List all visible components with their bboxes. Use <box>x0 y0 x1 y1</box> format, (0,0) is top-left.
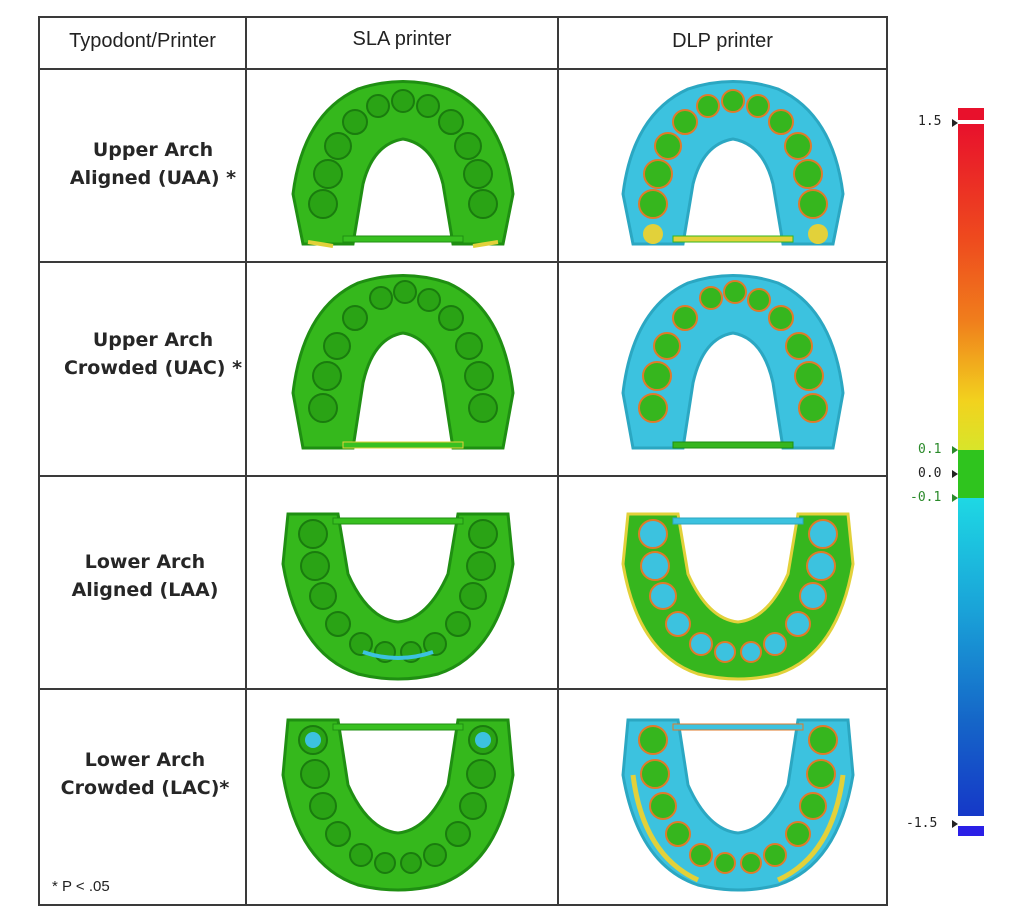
uaa-sla-arch-image <box>291 80 515 248</box>
row-label-lac: Lower Arch Crowded (LAC)* <box>50 746 240 802</box>
marker-bottom <box>952 820 958 828</box>
table-left-border <box>38 16 40 906</box>
row-label-uac: Upper Arch Crowded (UAC) * <box>58 326 248 382</box>
laa-sla-arch-image <box>281 512 515 681</box>
row-label-lac-line2: Crowded (LAC)* <box>60 777 230 799</box>
row-label-uac-line2: Crowded (UAC) * <box>63 357 243 379</box>
footnote-significance: * P < .05 <box>52 878 110 895</box>
laa-dlp-arch-image <box>621 512 855 681</box>
row-label-laa: Lower Arch Aligned (LAA) <box>50 548 240 604</box>
marker-top <box>952 119 958 127</box>
marker-zero <box>952 470 958 478</box>
uaa-dlp-arch-image <box>621 80 845 246</box>
col2-right-border <box>557 16 559 906</box>
row-label-uac-line1: Upper Arch <box>92 329 214 351</box>
table-top-border <box>38 16 888 18</box>
row-label-laa-line2: Aligned (LAA) <box>71 579 219 601</box>
figure-table: Typodont/Printer SLA printer DLP printer… <box>38 16 888 906</box>
row-label-uaa: Upper Arch Aligned (UAA) * <box>58 136 248 192</box>
scale-lower-band <box>958 498 984 816</box>
uac-dlp-arch-image <box>621 274 845 450</box>
scale-bottom-cap <box>958 826 984 836</box>
row-label-uaa-line2: Aligned (UAA) * <box>69 167 237 189</box>
lac-dlp-arch-image <box>621 718 855 892</box>
row-label-lac-line1: Lower Arch <box>84 749 206 771</box>
scale-upper-band <box>958 124 984 450</box>
row2-bottom-border <box>38 475 888 477</box>
color-scale-bar <box>952 108 986 836</box>
scale-label-lower-tol: -0.1 <box>910 490 942 505</box>
scale-label-top: 1.5 <box>918 114 942 129</box>
uac-sla-arch-image <box>291 274 515 450</box>
row-label-uaa-line1: Upper Arch <box>92 139 214 161</box>
scale-top-cap <box>958 108 984 120</box>
table-bottom-border <box>38 904 888 906</box>
scale-label-bottom: -1.5 <box>906 816 938 831</box>
row3-bottom-border <box>38 688 888 690</box>
header-sla-printer: SLA printer <box>352 28 452 50</box>
col1-right-border <box>245 16 247 906</box>
scale-tolerance-band <box>958 450 984 498</box>
scale-label-zero: 0.0 <box>918 466 942 481</box>
row1-bottom-border <box>38 261 888 263</box>
header-typodont-printer: Typodont/Printer <box>69 30 216 52</box>
row-label-laa-line1: Lower Arch <box>84 551 206 573</box>
scale-label-upper-tol: 0.1 <box>918 442 942 457</box>
marker-lower-tol <box>952 494 958 502</box>
color-scale-legend: 1.5 0.1 0.0 -0.1 -1.5 <box>900 100 1010 850</box>
table-right-border <box>886 16 888 906</box>
header-bottom-border <box>38 68 888 70</box>
header-dlp-printer: DLP printer <box>672 30 773 52</box>
lac-sla-arch-image <box>281 718 515 892</box>
marker-upper-tol <box>952 446 958 454</box>
